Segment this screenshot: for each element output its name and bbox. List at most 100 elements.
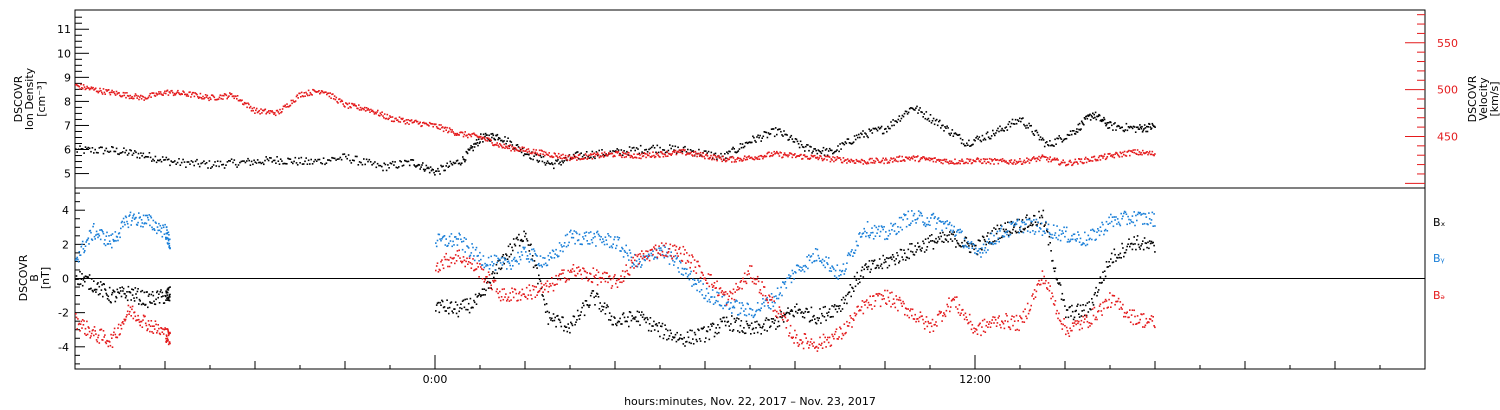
bz-point [537,291,539,294]
bz-point [712,285,715,287]
bz-point [847,325,850,327]
density-point [307,159,310,162]
velocity-point [661,153,664,155]
bx-point [757,323,760,326]
velocity-point [1062,159,1064,161]
by-point [166,236,168,239]
bx-point [1010,220,1013,223]
density-point [944,126,946,128]
bx-point [84,280,86,283]
bx-point [879,265,882,267]
by-point [455,238,458,240]
bx-point [169,286,171,288]
velocity-point [791,156,794,159]
by-point [1108,216,1110,219]
by-point [76,256,78,259]
bx-point [845,294,847,297]
bz-point [563,277,566,279]
density-point [578,157,580,160]
by-point [80,245,83,248]
bx-point [508,255,511,258]
bx-point [1069,306,1071,308]
by-point [884,238,886,241]
by-point [469,254,472,257]
bz-point [795,334,798,336]
bz-point [531,298,533,300]
density-point [740,146,743,149]
velocity-point [676,151,678,153]
by-point [808,254,810,256]
by-point [848,253,851,256]
by-point [1033,219,1035,221]
bx-point [704,341,706,343]
bx-point [133,297,135,299]
by-point [730,302,732,304]
by-point [589,231,592,233]
velocity-point [685,154,687,156]
velocity-point [602,154,604,157]
bz-point [80,320,83,323]
by-point [483,266,486,269]
bx-point [912,253,915,256]
density-point [126,154,129,156]
bx-point [934,241,936,244]
density-point [354,155,357,158]
bx-point [619,317,621,320]
density-point [560,164,562,166]
bz-point [844,332,846,335]
density-point [726,151,728,153]
velocity-point [783,152,786,154]
density-point [360,161,362,164]
bz-point [596,269,598,271]
density-point [1127,126,1130,128]
bx-point [866,266,868,268]
density-point [641,151,643,153]
bz-point [485,276,487,278]
velocity-point [412,121,415,124]
bz-point [698,264,700,267]
velocity-point [645,156,647,159]
bz-point [768,294,770,297]
by-point [919,211,922,214]
density-point [445,165,447,167]
density-point [1000,129,1002,132]
by-point [543,263,545,266]
by-point [715,299,717,302]
bx-point [1046,229,1048,232]
velocity-point [266,111,268,114]
bx-point [1044,224,1046,226]
by-point [682,274,685,276]
by-point [1079,237,1082,240]
by-point [753,314,756,317]
velocity-point [261,109,264,112]
velocity-point [164,90,166,93]
bx-point [88,288,90,290]
bx-point [1045,222,1047,224]
density-point [1115,129,1117,131]
velocity-point [359,106,362,109]
velocity-point [1034,157,1037,160]
bx-point [77,278,80,280]
by-point [769,308,772,310]
velocity-point [1001,158,1004,160]
bx-point [540,287,543,290]
bx-point [1141,243,1143,245]
density-point [1136,126,1138,129]
velocity-point [835,158,838,161]
by-point [548,259,550,261]
bx-point [159,291,162,293]
density-point [659,146,661,149]
by-point [665,254,667,256]
density-point [1121,126,1123,129]
by-point [698,290,701,293]
bz-point [562,272,564,275]
velocity-point [1127,150,1129,153]
density-point [284,162,287,165]
bz-point [112,334,114,336]
by-point [898,216,901,219]
velocity-point [501,146,504,149]
bx-point [458,310,460,313]
velocity-point [698,152,700,155]
by-point [660,249,663,252]
